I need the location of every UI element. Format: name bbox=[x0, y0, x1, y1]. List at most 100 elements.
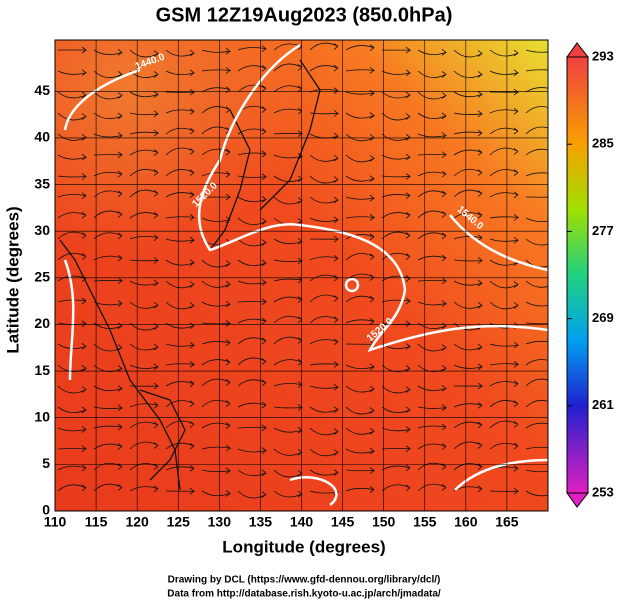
streamline bbox=[309, 110, 340, 117]
colorbar-tick-label: 277 bbox=[592, 223, 614, 238]
streamline bbox=[57, 231, 87, 240]
x-tick-label: 130 bbox=[208, 514, 232, 530]
streamline bbox=[453, 343, 483, 351]
streamline bbox=[309, 42, 339, 51]
streamline bbox=[453, 401, 483, 409]
x-tick-label: 120 bbox=[125, 514, 149, 530]
streamline bbox=[309, 175, 339, 184]
streamline bbox=[57, 426, 87, 433]
streamline bbox=[525, 280, 548, 288]
streamline bbox=[309, 338, 339, 346]
streamline bbox=[345, 233, 375, 241]
streamline bbox=[309, 406, 339, 413]
streamline bbox=[201, 67, 232, 74]
streamline bbox=[129, 257, 160, 264]
streamline bbox=[309, 196, 339, 204]
streamline bbox=[165, 236, 195, 244]
streamline bbox=[525, 148, 548, 156]
streamline bbox=[93, 443, 123, 450]
streamline bbox=[309, 448, 339, 457]
streamline bbox=[93, 385, 123, 392]
streamline bbox=[489, 147, 519, 156]
streamline bbox=[93, 462, 123, 471]
streamline bbox=[165, 380, 195, 388]
streamline bbox=[309, 469, 339, 476]
streamline bbox=[309, 154, 339, 162]
streamline bbox=[129, 382, 160, 390]
y-tick-label: 0 bbox=[42, 502, 50, 518]
streamline bbox=[417, 91, 447, 100]
streamline bbox=[93, 210, 123, 219]
streamline bbox=[57, 406, 87, 414]
streamline bbox=[489, 380, 519, 388]
streamline bbox=[237, 447, 267, 454]
map-field bbox=[55, 40, 548, 511]
streamline bbox=[237, 196, 267, 203]
streamline bbox=[417, 210, 447, 219]
y-tick-label: 45 bbox=[34, 82, 50, 98]
streamline bbox=[309, 64, 339, 72]
streamline bbox=[345, 406, 375, 415]
streamline bbox=[453, 257, 484, 264]
streamline bbox=[525, 301, 548, 307]
streamline bbox=[165, 442, 195, 450]
y-tick-label: 40 bbox=[34, 129, 50, 145]
streamline bbox=[489, 487, 520, 495]
streamline bbox=[129, 129, 160, 137]
streamline bbox=[129, 343, 159, 351]
streamline bbox=[309, 235, 340, 243]
streamline bbox=[453, 110, 484, 118]
streamline bbox=[237, 279, 267, 286]
streamline bbox=[201, 358, 231, 366]
streamline bbox=[165, 88, 196, 96]
streamline bbox=[129, 279, 159, 287]
streamline bbox=[165, 69, 195, 77]
streamline bbox=[345, 154, 375, 163]
y-axis-label: Latitude (degrees) bbox=[3, 206, 22, 353]
x-tick-label: 115 bbox=[85, 514, 108, 530]
streamline bbox=[525, 422, 548, 429]
streamline bbox=[57, 275, 87, 282]
streamline bbox=[417, 462, 447, 471]
streamline bbox=[309, 383, 339, 391]
streamline bbox=[525, 446, 548, 450]
streamline bbox=[345, 89, 375, 97]
streamline bbox=[381, 173, 412, 180]
streamline bbox=[165, 487, 196, 495]
streamline bbox=[129, 463, 159, 471]
streamline bbox=[417, 483, 447, 492]
streamline bbox=[417, 404, 448, 412]
streamline bbox=[57, 252, 87, 261]
streamline bbox=[453, 189, 483, 198]
streamline bbox=[129, 91, 159, 98]
streamline bbox=[489, 49, 519, 57]
streamline bbox=[453, 279, 483, 287]
streamline bbox=[489, 214, 520, 221]
streamline bbox=[57, 385, 87, 394]
streamline bbox=[57, 91, 87, 99]
streamline bbox=[57, 153, 87, 161]
streamline bbox=[453, 463, 483, 471]
streamline bbox=[417, 300, 447, 307]
streamline bbox=[237, 357, 267, 366]
y-tick-label: 35 bbox=[34, 175, 50, 191]
streamline bbox=[417, 190, 447, 198]
streamline bbox=[345, 112, 375, 119]
streamline bbox=[525, 399, 548, 408]
streamline bbox=[345, 363, 375, 371]
streamline bbox=[525, 217, 548, 222]
streamline bbox=[57, 192, 87, 200]
streamline bbox=[345, 67, 376, 74]
streamline bbox=[417, 49, 447, 56]
streamline bbox=[345, 295, 375, 303]
streamline bbox=[417, 170, 447, 178]
streamline bbox=[237, 238, 267, 247]
streamline bbox=[165, 108, 195, 115]
streamline bbox=[345, 44, 375, 52]
streamline bbox=[489, 280, 519, 289]
streamline bbox=[165, 191, 195, 199]
streamline bbox=[57, 464, 87, 472]
streamline bbox=[165, 49, 195, 57]
streamline bbox=[381, 91, 411, 99]
streamline bbox=[453, 91, 483, 98]
